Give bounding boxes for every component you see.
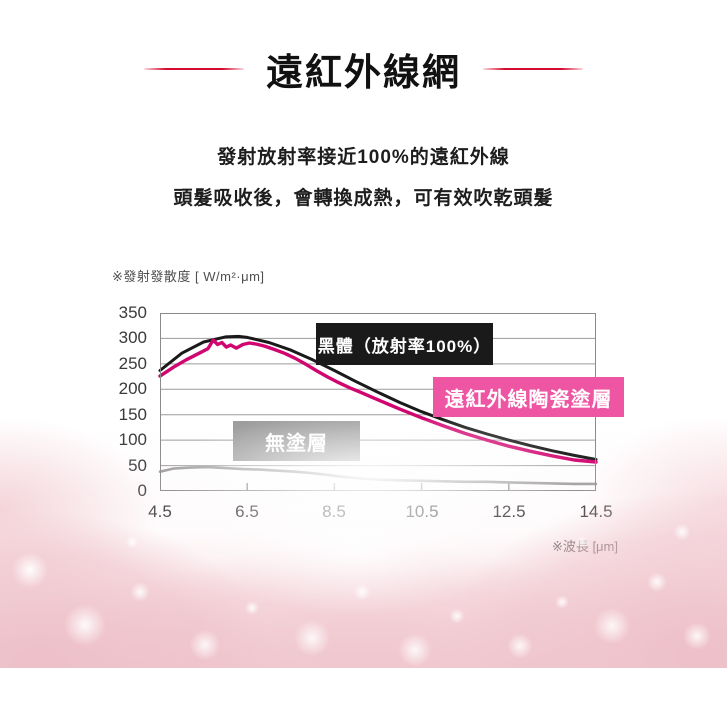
series-label-no-coating: 無塗層 bbox=[233, 421, 360, 461]
x-tick-14-5: 14.5 bbox=[579, 502, 613, 521]
subtitle-line-1: 發射放射率接近100%的遠紅外線 bbox=[217, 147, 510, 168]
y-tick-300: 300 bbox=[118, 328, 147, 347]
chart-plot: 黑體（放射率100%） 遠紅外線陶瓷塗層 無塗層 bbox=[158, 313, 624, 491]
header: 遠紅外線網 bbox=[0, 46, 727, 93]
y-tick-0: 0 bbox=[137, 481, 147, 500]
y-tick-350: 350 bbox=[118, 303, 147, 322]
y-tick-50: 50 bbox=[128, 456, 147, 475]
page-title: 遠紅外線網 bbox=[266, 52, 461, 93]
title-divider-left bbox=[144, 68, 244, 70]
series-label-ceramic-coating: 遠紅外線陶瓷塗層 bbox=[433, 377, 624, 417]
x-tick-4-5: 4.5 bbox=[148, 502, 172, 521]
y-tick-100: 100 bbox=[118, 430, 147, 449]
y-tick-250: 250 bbox=[118, 354, 147, 373]
series-label-blackbody: 黑體（放射率100%） bbox=[316, 323, 493, 365]
x-tick-12-5: 12.5 bbox=[492, 502, 526, 521]
x-axis-label: ※波長 [μm] bbox=[551, 539, 618, 554]
y-tick-200: 200 bbox=[118, 379, 147, 398]
x-tick-8-5: 8.5 bbox=[322, 502, 346, 521]
y-tick-150: 150 bbox=[118, 405, 147, 424]
y-axis-label: ※發射發散度 [ W/m²·μm] bbox=[112, 269, 265, 284]
x-tick-10-5: 10.5 bbox=[405, 502, 439, 521]
x-tick-6-5: 6.5 bbox=[235, 502, 259, 521]
subtitle-line-2: 頭髮吸收後，會轉換成熱，可有效吹乾頭髮 bbox=[173, 188, 554, 209]
title-divider-right bbox=[483, 68, 583, 70]
